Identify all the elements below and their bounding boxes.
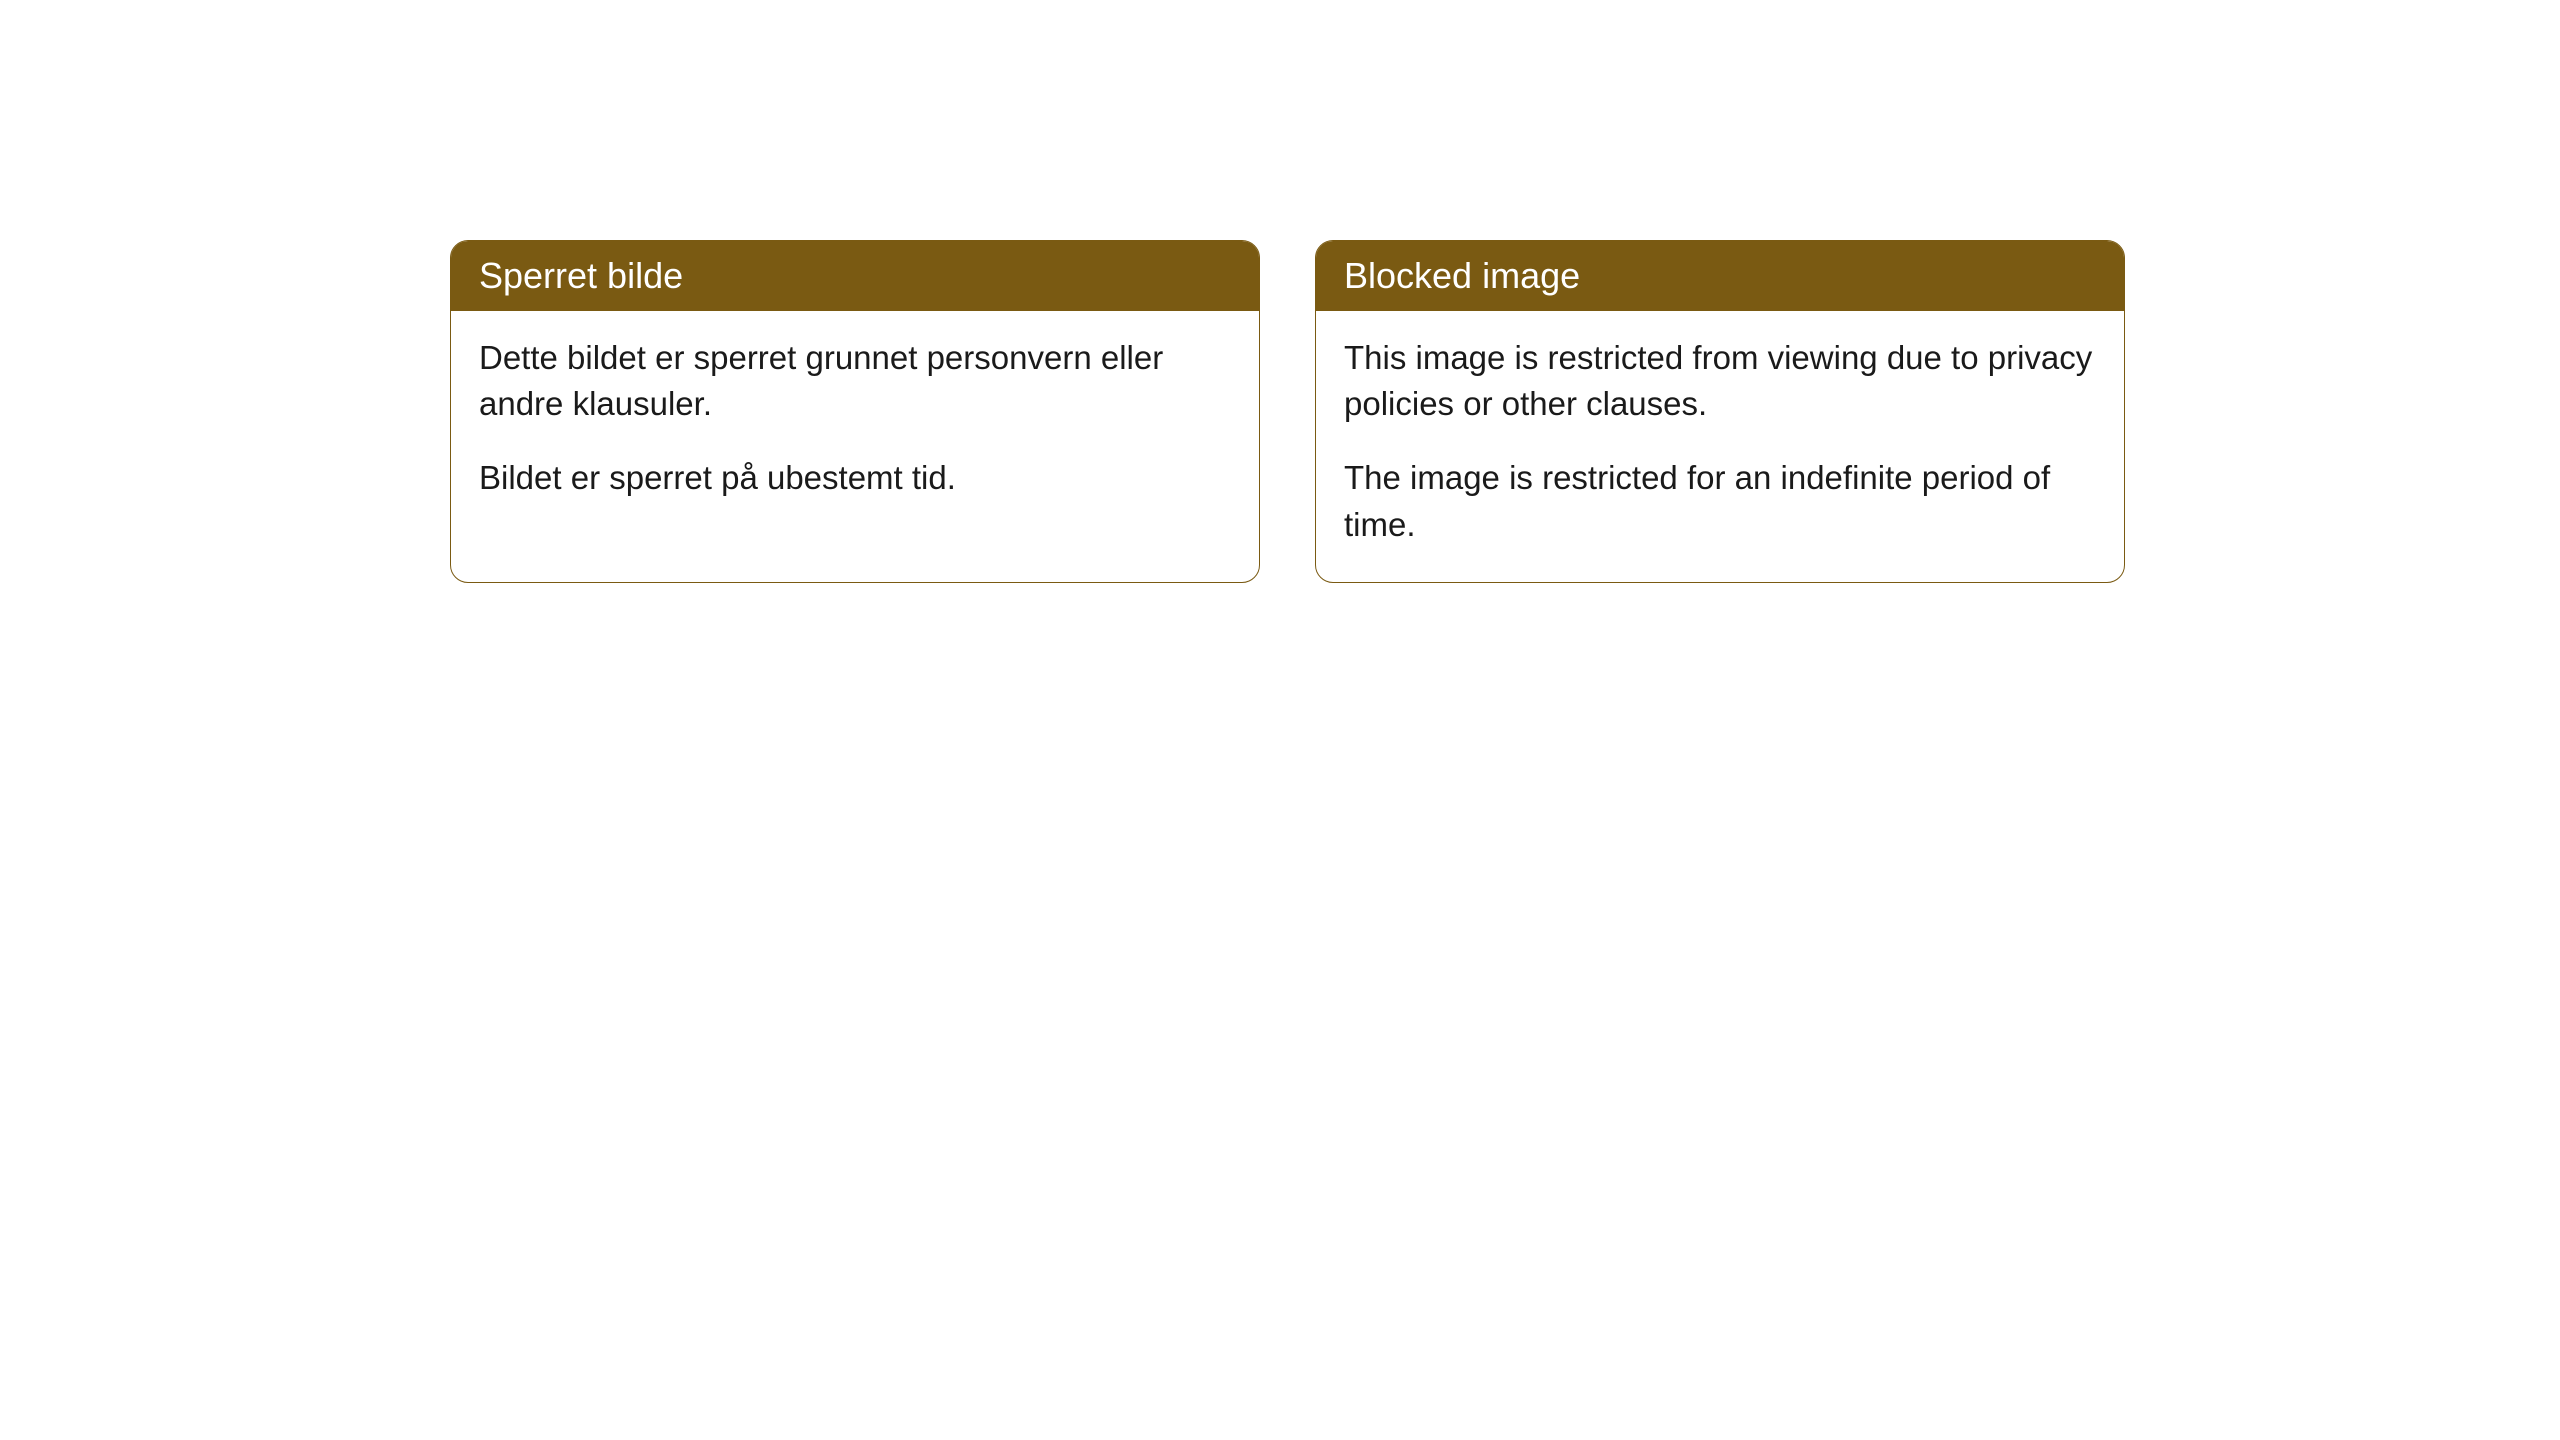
card-title: Sperret bilde (479, 255, 683, 296)
notice-card-norwegian: Sperret bilde Dette bildet er sperret gr… (450, 240, 1260, 583)
card-paragraph: Bildet er sperret på ubestemt tid. (479, 455, 1231, 501)
notice-cards-container: Sperret bilde Dette bildet er sperret gr… (450, 240, 2125, 583)
card-paragraph: The image is restricted for an indefinit… (1344, 455, 2096, 547)
notice-card-english: Blocked image This image is restricted f… (1315, 240, 2125, 583)
card-body: Dette bildet er sperret grunnet personve… (451, 311, 1259, 536)
card-paragraph: Dette bildet er sperret grunnet personve… (479, 335, 1231, 427)
card-body: This image is restricted from viewing du… (1316, 311, 2124, 582)
card-header: Sperret bilde (451, 241, 1259, 311)
card-title: Blocked image (1344, 255, 1580, 296)
card-header: Blocked image (1316, 241, 2124, 311)
card-paragraph: This image is restricted from viewing du… (1344, 335, 2096, 427)
